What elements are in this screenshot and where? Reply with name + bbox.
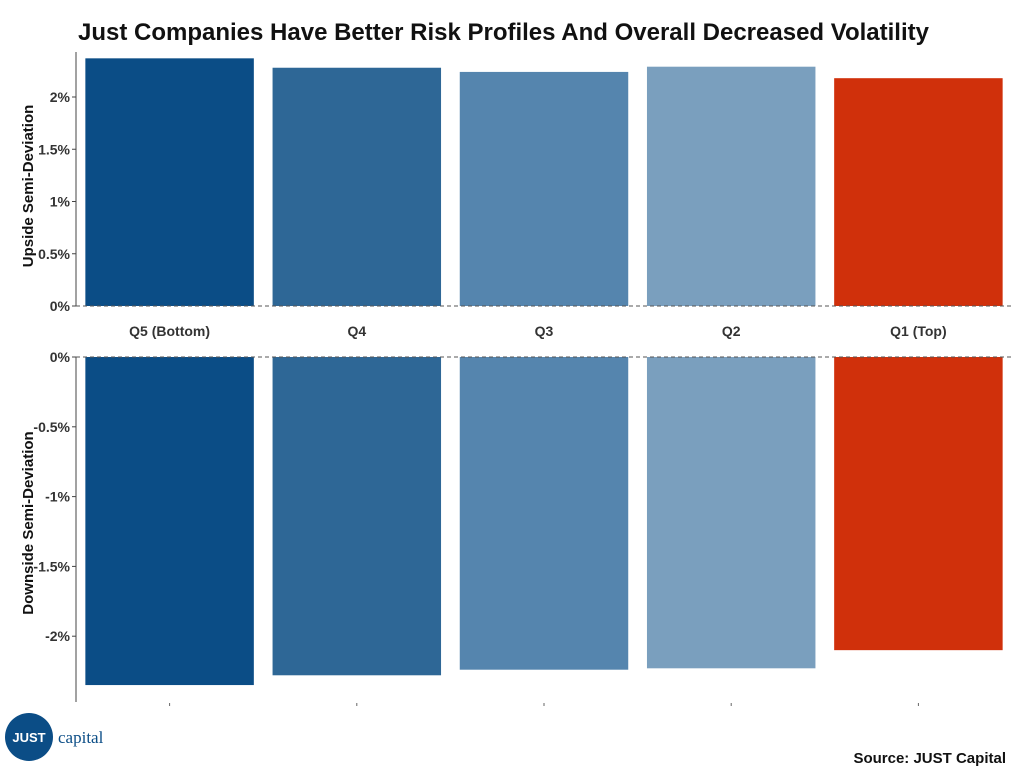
upside-bar-1 bbox=[85, 58, 254, 307]
category-labels: Q5 (Bottom) Q4 Q3 Q2 Q1 (Top) bbox=[129, 323, 947, 339]
upside-bar-5 bbox=[834, 78, 1003, 306]
downside-panel: 0% -0.5% -1% -1.5% -2% bbox=[33, 349, 1012, 706]
just-capital-logo: JUST capital bbox=[5, 713, 104, 761]
downside-tick-label: -0.5% bbox=[33, 419, 70, 435]
upside-bar-4 bbox=[646, 66, 816, 306]
upside-bar-3 bbox=[459, 71, 629, 306]
upside-axis-label: Upside Semi-Deviation bbox=[20, 105, 37, 268]
downside-bar-4 bbox=[646, 357, 816, 669]
category-label: Q5 (Bottom) bbox=[129, 323, 210, 339]
upside-panel: 0% 0.5% 1% 1.5% 2% bbox=[38, 52, 1012, 314]
downside-tick-label: 0% bbox=[50, 349, 71, 365]
downside-bar-3 bbox=[459, 357, 629, 670]
category-label: Q2 bbox=[722, 323, 741, 339]
category-label: Q1 (Top) bbox=[890, 323, 947, 339]
downside-tick-label: -1.5% bbox=[33, 558, 70, 574]
downside-bar-2 bbox=[272, 357, 442, 676]
downside-tick-label: -1% bbox=[45, 489, 70, 505]
upside-tick-label: 2% bbox=[50, 89, 71, 105]
upside-tick-label: 1% bbox=[50, 194, 71, 210]
source-note: Source: JUST Capital bbox=[853, 750, 1006, 767]
logo-text: capital bbox=[58, 728, 104, 747]
category-label: Q4 bbox=[347, 323, 366, 339]
chart-title: Just Companies Have Better Risk Profiles… bbox=[78, 19, 930, 46]
upside-tick-label: 1.5% bbox=[38, 141, 70, 157]
upside-tick-label: 0% bbox=[50, 298, 71, 314]
upside-tick-label: 0.5% bbox=[38, 246, 70, 262]
downside-tick-label: -2% bbox=[45, 628, 70, 644]
downside-axis-label: Downside Semi-Deviation bbox=[20, 431, 37, 614]
downside-bar-5 bbox=[834, 357, 1003, 651]
category-label: Q3 bbox=[535, 323, 554, 339]
downside-bar-1 bbox=[85, 357, 254, 686]
logo-badge-text: JUST bbox=[12, 730, 45, 745]
logo-badge bbox=[5, 713, 53, 761]
upside-bar-2 bbox=[272, 67, 442, 307]
